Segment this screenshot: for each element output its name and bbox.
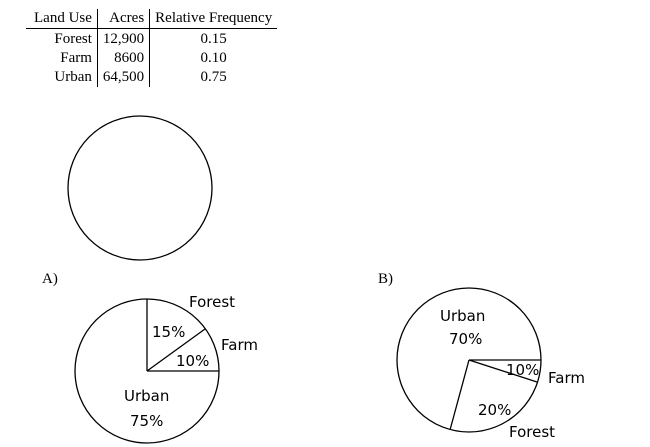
option-b-label: B) [378, 271, 393, 287]
table-row: Forest 12,900 0.15 [26, 28, 277, 49]
pie-b-forest-pct: 20% [478, 401, 511, 419]
cell-frequency: 0.15 [200, 31, 227, 47]
pie-chart-b: Urban 70% 10% 20% Farm Forest [396, 287, 585, 441]
pie-b-urban-label: Urban [440, 307, 485, 325]
blank-circle [67, 115, 213, 261]
header-acres: Acres [97, 9, 151, 29]
frequency-table: Land Use Acres Relative Frequency Forest… [26, 9, 278, 87]
cell-acres: 12,900 [97, 28, 151, 49]
pie-a-forest-label: Forest [189, 293, 235, 311]
pie-a-urban-label: Urban [124, 387, 169, 405]
pie-b-farm-pct: 10% [506, 361, 539, 379]
pie-b-forest-label: Forest [509, 423, 555, 441]
option-a-label: A) [42, 271, 58, 287]
pie-b-farm-label: Farm [548, 369, 585, 387]
pie-b-urban-pct: 70% [449, 330, 482, 348]
cell-frequency: 0.10 [200, 50, 227, 66]
pie-a-farm-label: Farm [221, 336, 258, 354]
pie-a-urban-pct: 75% [130, 412, 163, 430]
pie-chart-a: 15% 10% Urban 75% Forest Farm [74, 293, 258, 444]
header-relative-frequency: Relative Frequency [149, 9, 278, 29]
pie-a-farm-pct: 10% [176, 352, 209, 370]
pie-a-divider-forest-farm [146, 328, 206, 372]
table-row: Farm 8600 0.10 [26, 49, 277, 68]
cell-acres: 8600 [97, 49, 151, 68]
cell-acres: 64,500 [97, 68, 151, 87]
cell-land-use: Urban [26, 68, 98, 87]
table-row: Urban 64,500 0.75 [26, 68, 277, 87]
pie-b-divider-forest-urban [449, 359, 470, 431]
cell-land-use: Forest [26, 28, 98, 49]
pie-a-forest-pct: 15% [152, 323, 185, 341]
header-land-use: Land Use [26, 9, 98, 29]
pie-b-divider-farm-forest [468, 359, 538, 383]
cell-frequency: 0.75 [200, 69, 227, 85]
table-header-row: Land Use Acres Relative Frequency [26, 9, 278, 29]
cell-land-use: Farm [26, 49, 98, 68]
